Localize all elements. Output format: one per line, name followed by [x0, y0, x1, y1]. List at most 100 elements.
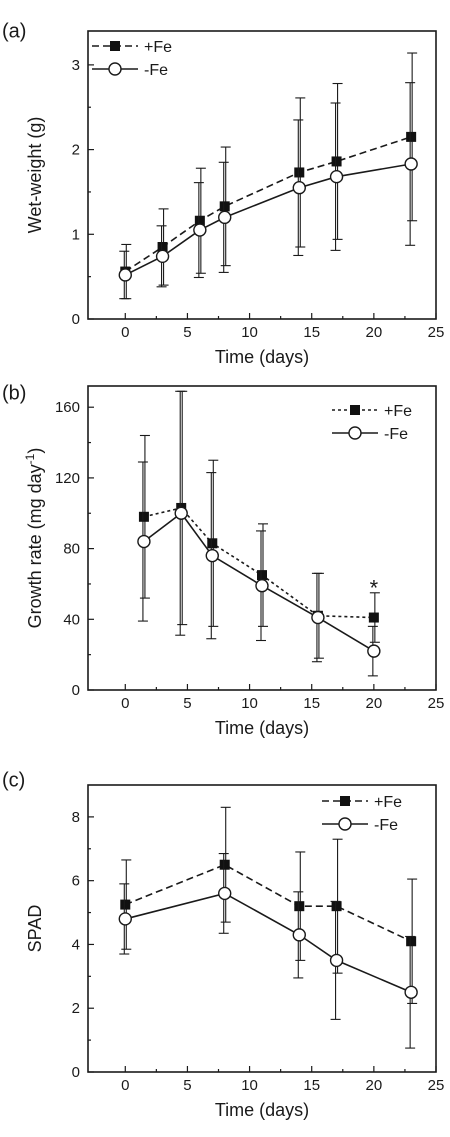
x-tick-label: 20 — [366, 695, 383, 712]
x-tick-label: 15 — [303, 324, 320, 341]
series-line-plus-fe — [143, 507, 374, 619]
data-point-minus-fe — [137, 534, 151, 549]
x-tick-label: 15 — [303, 695, 320, 712]
data-point-plus-fe — [157, 242, 168, 252]
x-axis-label: Time (days) — [215, 718, 309, 738]
data-point-minus-fe — [292, 928, 306, 942]
x-tick-label: 25 — [428, 1077, 445, 1094]
legend-marker-square — [340, 796, 350, 806]
x-tick-label: 25 — [428, 695, 445, 712]
x-axis-label: Time (days) — [215, 347, 309, 367]
data-point-minus-fe — [218, 210, 232, 225]
data-point-plus-fe — [138, 511, 149, 522]
data-point-plus-fe — [406, 936, 417, 947]
y-axis-label-end: ) — [25, 448, 45, 454]
y-tick-label: 80 — [63, 541, 80, 558]
y-tick-label: 160 — [55, 399, 80, 416]
y-tick-label: 2 — [72, 142, 80, 159]
data-point-minus-fe — [329, 953, 344, 968]
data-point-plus-fe — [194, 215, 205, 226]
data-point-minus-fe — [255, 579, 269, 593]
x-tick-label: 10 — [241, 324, 258, 341]
data-point-plus-fe — [331, 156, 342, 167]
y-tick-label: 2 — [72, 1000, 80, 1017]
legend-label: +Fe — [374, 794, 402, 811]
y-tick-label: 120 — [55, 470, 80, 487]
data-point-plus-fe — [120, 899, 131, 910]
y-tick-label: 3 — [72, 57, 80, 74]
data-point-plus-fe — [331, 901, 342, 912]
data-point-plus-fe — [294, 901, 305, 912]
y-tick-label: 8 — [72, 809, 80, 826]
data-point-minus-fe — [118, 912, 132, 926]
y-tick-label: 1 — [72, 226, 80, 243]
x-tick-label: 25 — [428, 324, 445, 341]
data-point-plus-fe — [207, 538, 218, 549]
data-point-minus-fe — [404, 985, 418, 999]
data-point-minus-fe — [311, 610, 325, 625]
x-tick-label: 5 — [183, 695, 191, 712]
data-point-plus-fe — [368, 612, 379, 623]
legend-marker-square — [110, 41, 120, 51]
legend-label: -Fe — [374, 817, 398, 834]
series-line-minus-fe — [125, 892, 412, 994]
y-axis-label: Growth rate (mg day-1) — [23, 448, 45, 629]
plot-frame — [87, 784, 437, 1073]
legend-label: -Fe — [144, 62, 168, 79]
legend-marker-circle — [108, 62, 122, 76]
data-point-plus-fe — [257, 570, 267, 581]
panel-label: (c) — [2, 770, 25, 792]
y-tick-label: 0 — [72, 311, 80, 328]
data-point-minus-fe — [155, 249, 170, 264]
panel-3: (c) 0 5 10 15 20 25 0 2 4 6 8 Time (days) SPAD +Fe -Fe — [2, 770, 444, 1120]
data-point-minus-fe — [329, 169, 344, 184]
y-axis-label-main: Growth rate (mg day — [25, 464, 45, 628]
data-point-plus-fe — [294, 167, 305, 178]
x-tick-label: 0 — [121, 1077, 129, 1094]
legend-marker-square — [350, 405, 360, 415]
y-tick-label: 6 — [72, 873, 80, 890]
data-point-plus-fe — [219, 201, 230, 212]
data-point-minus-fe — [404, 157, 418, 171]
data-point-minus-fe — [292, 181, 306, 195]
x-tick-label: 5 — [183, 324, 191, 341]
significance-asterisk: * — [370, 575, 379, 600]
x-tick-label: 0 — [121, 324, 129, 341]
x-tick-label: 20 — [366, 324, 383, 341]
y-axis-label-main: SPAD — [25, 905, 45, 953]
y-axis-label: Wet-weight (g) — [25, 117, 45, 234]
panel-label: (b) — [2, 383, 26, 405]
data-point-minus-fe — [367, 644, 381, 658]
x-axis-label: Time (days) — [215, 1100, 309, 1120]
x-tick-label: 0 — [121, 695, 129, 712]
legend-label: +Fe — [144, 39, 172, 56]
panel-1: (a) 0 5 10 15 20 25 0 1 2 3 Time (days) Wet-weight (… — [2, 21, 444, 367]
legend-label: +Fe — [384, 403, 412, 420]
y-tick-label: 4 — [72, 936, 80, 953]
x-tick-label: 20 — [366, 1077, 383, 1094]
y-axis-label-main: Wet-weight (g) — [25, 117, 45, 234]
series-line-plus-fe — [124, 863, 412, 942]
series-line-minus-fe — [143, 512, 375, 652]
plot-frame — [87, 30, 437, 320]
y-tick-label: 0 — [72, 1064, 80, 1081]
data-point-plus-fe — [219, 859, 230, 870]
x-tick-label: 5 — [183, 1077, 191, 1094]
x-tick-label: 10 — [241, 1077, 258, 1094]
x-tick-label: 15 — [303, 1077, 320, 1094]
plot-frame — [87, 385, 437, 691]
data-point-minus-fe — [205, 548, 219, 563]
data-point-plus-fe — [406, 131, 417, 142]
y-tick-label: 40 — [63, 611, 80, 628]
legend-marker-circle — [338, 817, 352, 831]
data-point-minus-fe — [218, 886, 232, 901]
x-tick-label: 10 — [241, 695, 258, 712]
legend-marker-circle — [348, 426, 362, 440]
data-point-minus-fe — [193, 223, 207, 237]
panel-2: (b) 0 5 10 15 20 25 0 40 80 120 160 Time (days) Growt… — [2, 383, 444, 738]
y-axis-label: SPAD — [25, 905, 45, 953]
data-point-minus-fe — [118, 268, 132, 282]
legend-label: -Fe — [384, 426, 408, 443]
series-line-plus-fe — [124, 136, 412, 273]
